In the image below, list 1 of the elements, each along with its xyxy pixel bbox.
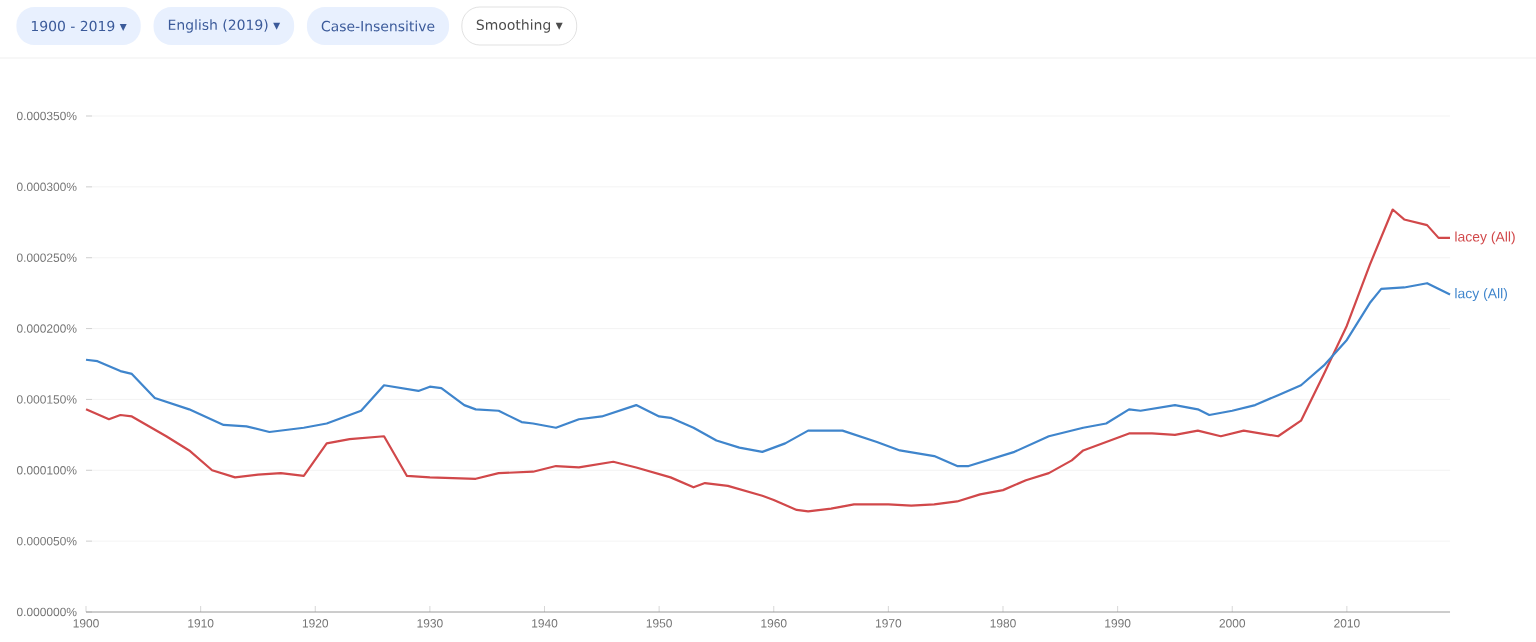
line-series [84, 208, 1452, 513]
